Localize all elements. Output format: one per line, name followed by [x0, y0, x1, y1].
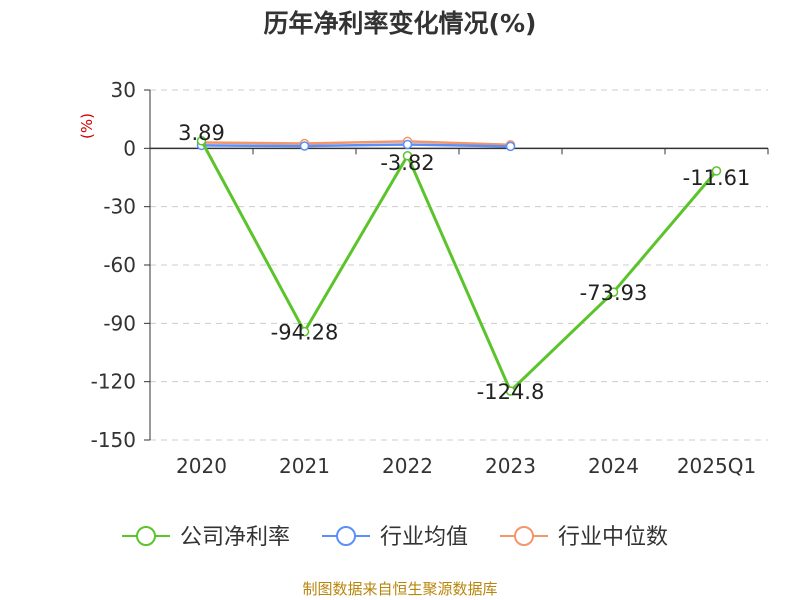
series-lines	[196, 136, 722, 396]
x-tick-label: 2024	[588, 454, 639, 478]
data-point	[505, 386, 516, 396]
legend[interactable]: 公司净利率 行业均值 行业中位数	[122, 525, 668, 550]
data-point	[608, 287, 619, 297]
data-point	[299, 326, 310, 337]
x-tick-label: 2021	[279, 454, 330, 478]
data-point	[196, 136, 207, 146]
data-label: -3.82	[380, 151, 434, 175]
y-tick-label: -90	[103, 311, 136, 335]
x-tick-label: 2020	[176, 454, 227, 478]
legend-label: 行业均值	[380, 525, 468, 550]
data-label: -73.93	[580, 281, 648, 305]
x-tick-label: 2025Q1	[677, 454, 756, 478]
legend-label: 公司净利率	[180, 525, 290, 550]
legend-marker	[514, 526, 534, 546]
y-tick-label: 0	[123, 136, 136, 160]
legend-marker	[136, 526, 156, 546]
data-label: 3.89	[178, 121, 225, 145]
data-point	[711, 166, 722, 176]
axes: 30 0 -30 -60 -90 -120 -150 2020 2021 2022 2023 2024…	[78, 78, 769, 478]
y-tick-label: 30	[111, 78, 136, 102]
data-label: -11.61	[683, 166, 751, 190]
chart-title: 历年净利率变化情况(%)	[263, 9, 537, 38]
x-tick-label: 2022	[382, 454, 433, 478]
series-line	[200, 140, 718, 393]
data-point	[505, 141, 516, 152]
data-labels: 3.89 -94.28 -3.82 -124.8 -73.93 -11.61	[178, 121, 750, 404]
data-point	[299, 141, 310, 151]
x-tick-label: 2023	[485, 454, 536, 478]
series-line	[201, 140, 511, 147]
data-point	[402, 151, 413, 161]
data-label: -94.28	[271, 321, 339, 345]
y-tick-label: -60	[103, 253, 136, 277]
legend-marker	[336, 526, 356, 546]
data-point	[402, 139, 413, 150]
legend-label: 行业中位数	[558, 525, 668, 550]
y-tick-label: -150	[91, 428, 136, 452]
y-tick-label: -30	[103, 195, 136, 219]
gridlines	[150, 89, 768, 441]
legend-item[interactable]: 行业中位数	[500, 525, 668, 550]
legend-item[interactable]: 行业均值	[322, 525, 468, 550]
legend-item[interactable]: 公司净利率	[122, 525, 290, 550]
y-unit-label: (%)	[78, 113, 96, 139]
data-label: -124.8	[477, 380, 545, 404]
y-tick-label: -120	[91, 370, 136, 394]
source-note: 制图数据来自恒生聚源数据库	[302, 580, 498, 598]
series-line	[201, 143, 511, 148]
